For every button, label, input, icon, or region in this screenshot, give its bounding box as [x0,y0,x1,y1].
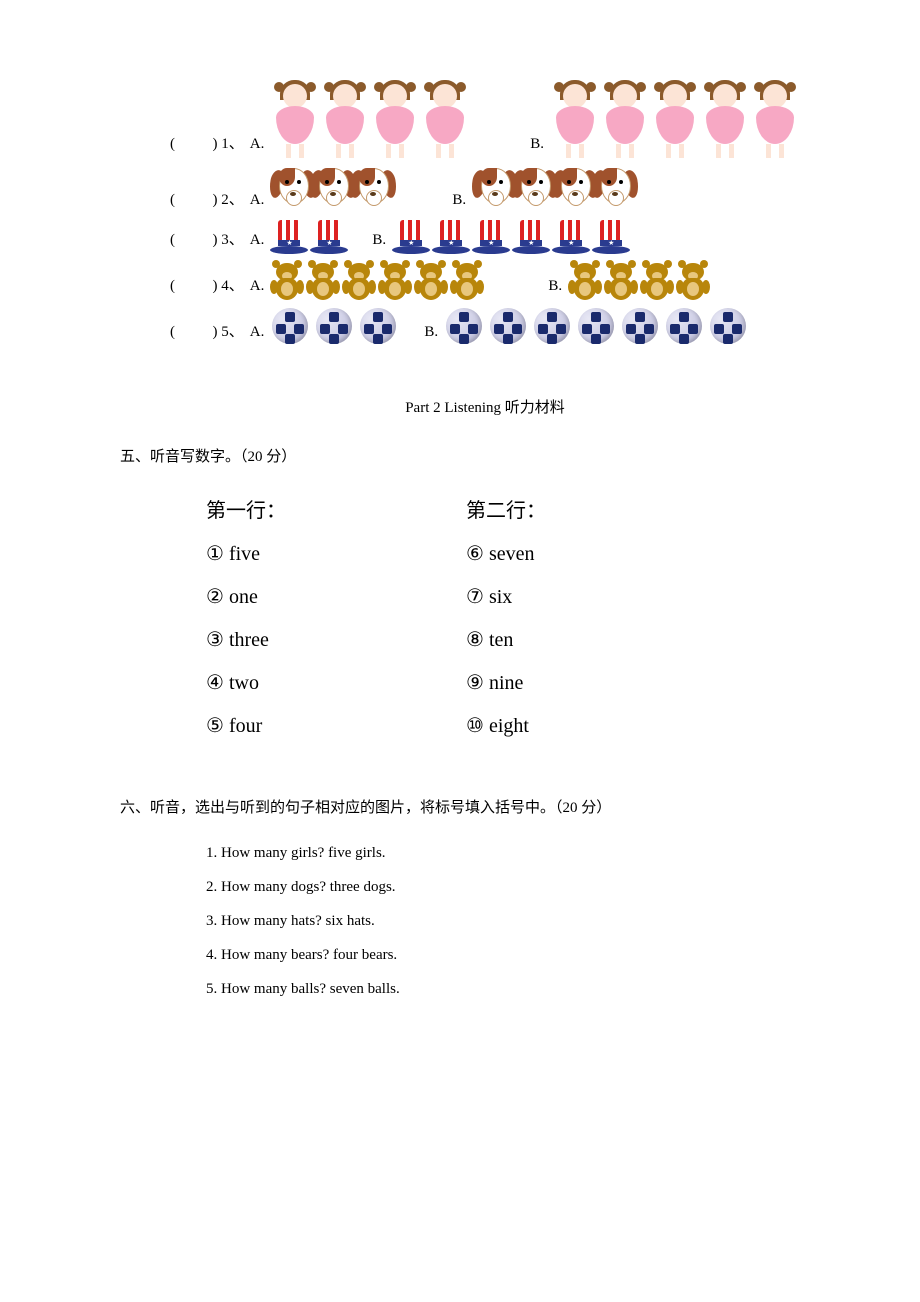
picture-questions: ( ) 1、A.B.( ) 2、A.B.( ) 3、A.★★B.★★★★★★( … [170,80,800,346]
q6-sentence: 3. How many hats? six hats. [206,913,800,930]
answer-blank[interactable]: ( ) 4、 [170,279,244,294]
girl-icon [550,80,600,158]
number-word-item: ⑤ four [206,713,466,738]
hat-icon: ★ [552,220,590,254]
ball-icon [358,306,398,346]
bear-icon [414,260,448,300]
option-a-icons: ★★ [270,220,350,254]
ball-icon [576,306,616,346]
bear-icon [676,260,710,300]
option-a-icons [270,306,402,346]
option-a-label: A. [250,279,265,294]
option-b-label: B. [548,279,562,294]
dog-icon [350,164,396,214]
hat-icon: ★ [472,220,510,254]
col1-head: 第一行： [206,494,466,523]
option-a-label: A. [250,193,265,208]
worksheet-page: ( ) 1、A.B.( ) 2、A.B.( ) 3、A.★★B.★★★★★★( … [0,0,920,1095]
girl-icon [650,80,700,158]
bear-icon [378,260,412,300]
answer-blank[interactable]: ( ) 3、 [170,233,244,248]
girl-icon [370,80,420,158]
dog-icon [592,164,638,214]
section5-heading: 五、听音写数字。（20 分） [120,445,800,466]
option-a-icons [270,260,486,300]
number-word-item: ⑧ ten [466,627,726,652]
hat-icon: ★ [310,220,348,254]
girl-icon [750,80,800,158]
girl-icon [270,80,320,158]
column-1: 第一行： ① five ② one ③ three ④ two ⑤ four [206,494,466,756]
ball-icon [270,306,310,346]
hat-icon: ★ [432,220,470,254]
option-a-icons [270,164,390,214]
q6-sentence: 1. How many girls? five girls. [206,845,800,862]
bear-icon [568,260,602,300]
number-word-item: ⑩ eight [466,713,726,738]
girl-icon [700,80,750,158]
question-row-4: ( ) 4、 A. B. [170,260,800,300]
ball-icon [488,306,528,346]
part2-title-cn: 听力材料 [505,400,565,416]
q6-sentence: 4. How many bears? four bears. [206,947,800,964]
ball-icon [532,306,572,346]
answer-blank[interactable]: ( ) 2、 [170,193,244,208]
option-b-label: B. [452,193,466,208]
ball-icon [314,306,354,346]
column-2: 第二行： ⑥ seven ⑦ six ⑧ ten ⑨ nine ⑩ eight [466,494,726,756]
option-b-icons [550,80,800,158]
hat-icon: ★ [592,220,630,254]
part2-title: Part 2 Listening 听力材料 [170,396,800,417]
answer-blank[interactable]: ( ) 1、 [170,137,244,152]
q6-list: 1. How many girls? five girls. 2. How man… [206,845,800,998]
number-words-columns: 第一行： ① five ② one ③ three ④ two ⑤ four 第二行： … [206,494,800,756]
ball-icon [708,306,748,346]
option-b-label: B. [372,233,386,248]
option-b-icons [444,306,752,346]
question-row-3: ( ) 3、A.★★B.★★★★★★ [170,220,800,254]
number-word-item: ⑦ six [466,584,726,609]
girl-icon [420,80,470,158]
hat-icon: ★ [512,220,550,254]
part2-title-en: Part 2 Listening [405,400,505,416]
section6-heading: 六、听音，选出与听到的句子相对应的图片，将标号填入括号中。（20 分） [120,796,800,817]
option-a-icons [270,80,470,158]
ball-icon [444,306,484,346]
number-word-item: ① five [206,541,466,566]
option-b-label: B. [530,137,544,152]
option-b-icons: ★★★★★★ [392,220,632,254]
number-word-item: ⑨ nine [466,670,726,695]
question-row-1: ( ) 1、 A. B. [170,80,800,158]
girl-icon [320,80,370,158]
bear-icon [270,260,304,300]
number-word-item: ④ two [206,670,466,695]
q6-sentence: 2. How many dogs? three dogs. [206,879,800,896]
bear-icon [450,260,484,300]
option-b-icons [568,260,712,300]
col2-head: 第二行： [466,494,726,523]
bear-icon [342,260,376,300]
girl-icon [600,80,650,158]
number-word-item: ② one [206,584,466,609]
question-row-2: ( ) 2、 A. B. [170,164,800,214]
hat-icon: ★ [270,220,308,254]
ball-icon [620,306,660,346]
bear-icon [306,260,340,300]
option-b-icons [472,164,632,214]
q6-sentence: 5. How many balls? seven balls. [206,981,800,998]
option-a-label: A. [250,233,265,248]
ball-icon [664,306,704,346]
option-a-label: A. [250,137,265,152]
hat-icon: ★ [392,220,430,254]
bear-icon [640,260,674,300]
bear-icon [604,260,638,300]
option-a-label: A. [250,325,265,340]
question-row-5: ( ) 5、 A. B. [170,306,800,346]
number-word-item: ③ three [206,627,466,652]
number-word-item: ⑥ seven [466,541,726,566]
answer-blank[interactable]: ( ) 5、 [170,325,244,340]
option-b-label: B. [424,325,438,340]
